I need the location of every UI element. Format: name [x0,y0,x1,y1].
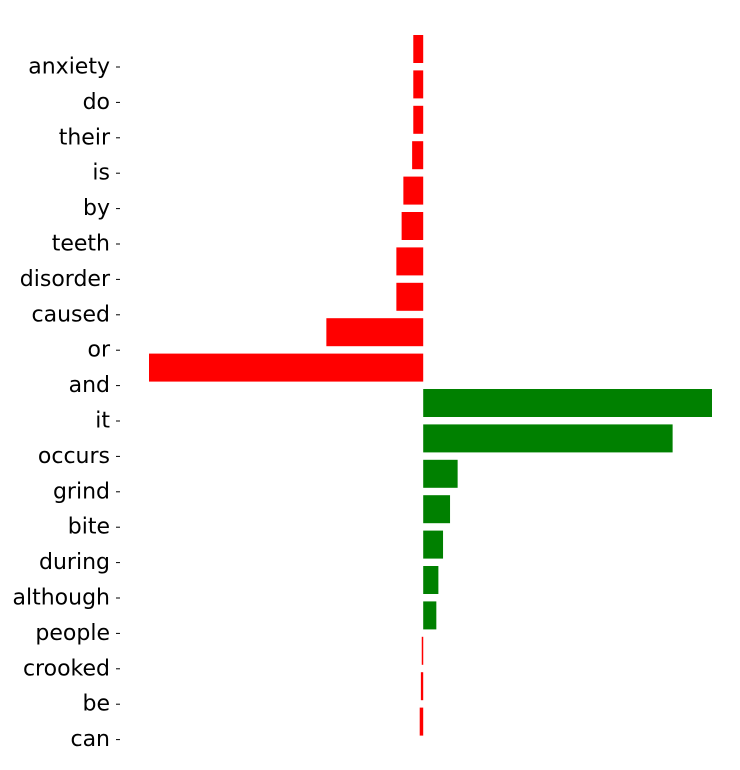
bar-anxiety [413,35,424,63]
y-tick-label: during [39,550,110,575]
bar-during [423,530,444,559]
bars-group [149,35,712,736]
y-tick-label: disorder [20,267,111,292]
bar-caused [396,282,424,311]
bar-do [413,70,424,99]
bar-grind [423,459,458,488]
bar-their [413,105,424,134]
bar-is [412,141,424,170]
y-tick-label: bite [68,515,110,540]
y-tick-label: and [69,373,110,398]
y-tick-label: anxiety [28,55,110,80]
y-tick-label: do [83,90,110,115]
bar-crooked [421,636,424,665]
y-tick-label: crooked [23,656,110,681]
bar-teeth [401,212,424,240]
bar-disorder [396,247,424,276]
y-tick-label: occurs [38,444,110,469]
bar-be [420,672,424,701]
bar-and [149,353,424,382]
y-tick-label: or [87,338,110,363]
y-tick-label: be [83,692,111,717]
bar-although [423,566,439,594]
bar-by [403,176,424,205]
y-tick-label: it [95,409,110,434]
y-tick-label: grind [53,479,110,504]
y-tick-label: their [59,125,111,150]
y-tick-label: can [70,727,110,752]
bar-it [423,389,712,417]
bar-people [423,601,437,630]
bar-occurs [423,424,673,453]
y-tick-label: teeth [52,232,110,257]
y-tick-label: is [92,161,110,186]
bar-can [419,707,424,736]
y-tick-label: although [13,586,110,611]
y-tick-label: caused [32,302,110,327]
y-tick-label: people [35,621,110,646]
bar-or [326,318,424,347]
y-tick-label: by [83,196,110,221]
bar-bite [423,495,451,524]
y-axis: anxiety do their is by teeth disorder caused or a… [13,55,120,752]
